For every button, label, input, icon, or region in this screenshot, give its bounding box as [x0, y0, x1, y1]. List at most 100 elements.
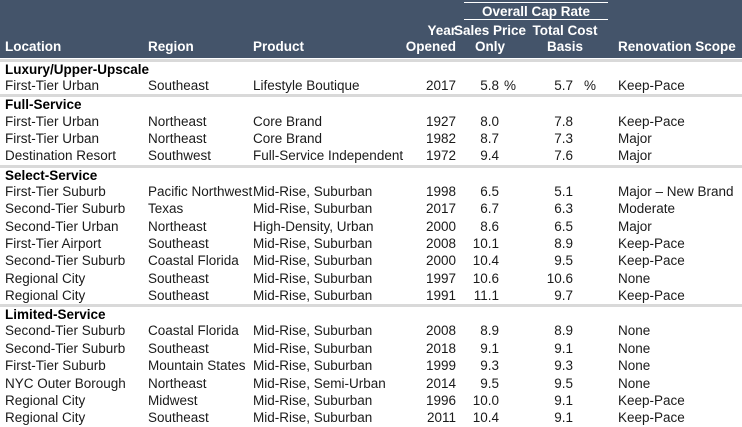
header-group-overall-cap-rate: Overall Cap Rate [464, 2, 608, 20]
cell-cap-rate-sales-price: 9.4 [458, 148, 522, 163]
cell-cap-rate-sales-price: 9.3 [458, 358, 522, 373]
cell-cap-rate-total-cost: 9.3 [522, 358, 608, 373]
section-label: Limited-Service [5, 307, 106, 323]
cell-year-opened: 2018 [425, 340, 456, 356]
cap-rate-value: 10.4 [472, 410, 499, 426]
cell-cap-rate-sales-price: 5.8% [458, 78, 522, 93]
cell-renovation-scope: Keep-Pace [618, 410, 685, 426]
table-row: Second-Tier Suburb Texas Mid-Rise, Suburba… [0, 200, 742, 217]
cell-region: Northeast [148, 218, 207, 234]
cell-renovation-scope: Keep-Pace [618, 253, 685, 269]
section-label: Full-Service [5, 97, 82, 113]
cell-cap-rate-total-cost: 9.1 [522, 341, 608, 356]
cell-location: First-Tier Airport [5, 235, 102, 251]
cell-cap-rate-total-cost: 8.9 [522, 323, 608, 338]
cell-renovation-scope: Keep-Pace [618, 288, 685, 304]
cell-location: First-Tier Suburb [5, 183, 106, 199]
cell-cap-rate-sales-price: 8.9 [458, 323, 522, 338]
cell-renovation-scope: None [618, 340, 651, 356]
cap-rate-value: 9.5 [554, 375, 573, 391]
cell-renovation-scope: Major – New Brand [618, 183, 734, 199]
cap-rate-value: 7.8 [554, 113, 573, 129]
header-year-line1: Year [427, 23, 456, 38]
cap-rate-value: 6.5 [554, 218, 573, 234]
cap-rate-value: 9.3 [480, 358, 499, 374]
cap-rate-value: 7.6 [554, 148, 573, 164]
cell-location: Second-Tier Urban [5, 218, 119, 234]
cell-region: Southeast [148, 288, 209, 304]
cell-region: Texas [148, 201, 184, 217]
cell-location: Regional City [5, 270, 86, 286]
cell-cap-rate-sales-price: 9.5 [458, 376, 522, 391]
cap-rate-value: 7.3 [554, 130, 573, 146]
cell-renovation-scope: None [618, 375, 651, 391]
cell-product: Mid-Rise, Semi-Urban [253, 375, 386, 391]
cell-year-opened: 1972 [425, 148, 456, 164]
cap-rate-value: 10.6 [472, 270, 499, 286]
header-location: Location [5, 39, 62, 54]
cell-region: Southwest [148, 148, 212, 164]
cap-rate-value: 9.5 [554, 253, 573, 269]
cell-cap-rate-sales-price: 10.1 [458, 236, 522, 251]
cell-product: Mid-Rise, Suburban [253, 183, 373, 199]
cell-cap-rate-sales-price: 6.5 [458, 184, 522, 199]
cell-year-opened: 1999 [425, 358, 456, 374]
section-header-row: Select-Service [0, 164, 742, 183]
cell-product: Core Brand [253, 113, 323, 129]
table-row: Second-Tier Suburb Southeast Mid-Rise, Sub… [0, 340, 742, 357]
cell-region: Northeast [148, 113, 207, 129]
cell-year-opened: 1982 [425, 130, 456, 146]
cell-location: First-Tier Urban [5, 78, 100, 94]
cell-cap-rate-sales-price: 6.7 [458, 201, 522, 216]
cap-rate-value: 5.1 [554, 183, 573, 199]
cell-cap-rate-sales-price: 10.4 [458, 410, 522, 425]
cell-product: Core Brand [253, 130, 323, 146]
table-row: Regional City Southeast Mid-Rise, Suburban… [0, 270, 742, 287]
table-header: Overall Cap Rate Year Sales Price Total … [0, 0, 742, 58]
section-label: Luxury/Upper-Upscale [5, 62, 150, 77]
cell-location: Second-Tier Suburb [5, 201, 126, 217]
cell-year-opened: 2008 [425, 323, 456, 339]
cell-cap-rate-sales-price: 10.6 [458, 271, 522, 286]
cell-region: Coastal Florida [148, 323, 239, 339]
cell-location: Destination Resort [5, 148, 117, 164]
header-year-line2: Opened [405, 39, 456, 54]
section-header-row: Limited-Service [0, 304, 742, 322]
cell-product: Mid-Rise, Suburban [253, 393, 373, 409]
cell-cap-rate-sales-price: 8.6 [458, 219, 522, 234]
cap-rate-value: 9.1 [554, 393, 573, 409]
cell-location: Regional City [5, 393, 86, 409]
cell-region: Southeast [148, 78, 209, 94]
cell-region: Pacific Northwest [148, 183, 253, 199]
table-row: Regional City Southeast Mid-Rise, Suburban… [0, 409, 742, 426]
cell-cap-rate-total-cost: 9.1 [522, 393, 608, 408]
cell-renovation-scope: Keep-Pace [618, 235, 685, 251]
cell-cap-rate-total-cost: 5.1 [522, 184, 608, 199]
cell-region: Southeast [148, 270, 209, 286]
cap-rate-value: 10.1 [472, 235, 499, 251]
cell-renovation-scope: Major [618, 148, 652, 164]
table-row: First-Tier Urban Southeast Lifestyle Bouti… [0, 77, 742, 94]
cell-year-opened: 2011 [426, 410, 456, 426]
cap-rate-value: 8.0 [480, 113, 499, 129]
cell-renovation-scope: None [618, 358, 651, 374]
table-row: First-Tier Suburb Pacific Northwest Mid-Ri… [0, 183, 742, 200]
cell-year-opened: 2017 [425, 78, 456, 94]
table-row: First-Tier Airport Southeast Mid-Rise, Sub… [0, 235, 742, 252]
cap-rate-value: 6.5 [480, 183, 499, 199]
table-row: NYC Outer Borough Northeast Mid-Rise, Semi… [0, 374, 742, 391]
header-sales-price: Sales Price [453, 23, 527, 38]
cap-rate-value: 9.5 [480, 375, 499, 391]
cap-rate-value: 10.0 [472, 393, 499, 409]
cell-region: Northeast [148, 130, 207, 146]
header-cost-basis: Basis [546, 39, 584, 54]
header-sales-only: Only [474, 39, 505, 54]
cell-product: Mid-Rise, Suburban [253, 235, 373, 251]
cell-region: Southeast [148, 235, 209, 251]
cap-rate-value: 9.1 [554, 340, 573, 356]
cell-product: Mid-Rise, Suburban [253, 253, 373, 269]
cell-location: Second-Tier Suburb [5, 340, 126, 356]
cell-cap-rate-total-cost: 8.9 [522, 236, 608, 251]
cell-year-opened: 1927 [425, 113, 456, 129]
